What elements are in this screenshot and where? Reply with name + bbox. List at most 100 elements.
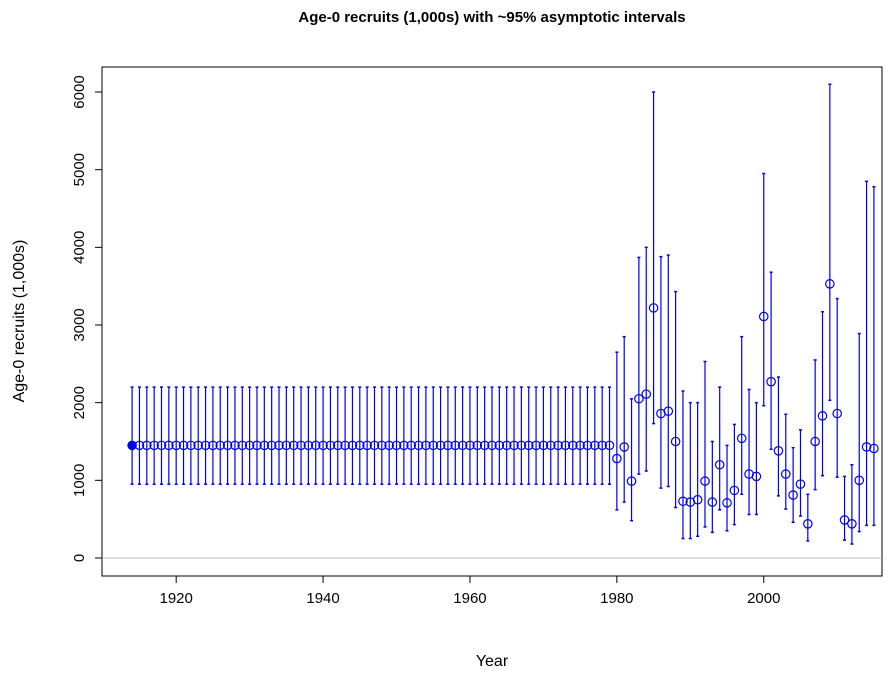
point	[487, 440, 497, 451]
point	[156, 440, 167, 451]
point	[354, 440, 365, 451]
x-tick-label: 1920	[159, 590, 192, 607]
point	[810, 436, 820, 447]
point	[164, 440, 174, 451]
point	[509, 440, 519, 451]
y-tick-label: 2000	[71, 386, 88, 419]
point	[736, 433, 747, 444]
point	[634, 393, 644, 404]
point	[700, 476, 710, 486]
point	[780, 469, 791, 479]
point	[707, 497, 718, 507]
point	[450, 440, 461, 451]
point	[362, 440, 372, 451]
point	[501, 440, 512, 451]
point	[714, 459, 725, 470]
point	[692, 494, 703, 505]
x-tick-label: 2000	[747, 590, 780, 607]
point	[435, 440, 446, 451]
point	[758, 311, 769, 322]
point	[134, 440, 145, 451]
y-tick-label: 5000	[71, 153, 88, 186]
point	[127, 440, 137, 451]
y-tick-label: 3000	[71, 308, 88, 341]
x-axis-label: Year	[476, 653, 509, 670]
point	[406, 440, 417, 451]
y-tick-label: 0	[71, 554, 88, 562]
point	[648, 303, 659, 313]
point	[641, 389, 652, 399]
point	[869, 443, 879, 454]
point	[259, 440, 270, 451]
point	[773, 446, 784, 456]
point	[465, 440, 475, 451]
point	[215, 440, 226, 451]
point	[200, 440, 211, 451]
point	[531, 440, 541, 451]
point	[186, 440, 196, 451]
point	[149, 440, 159, 451]
point	[472, 440, 483, 451]
x-tick-label: 1980	[600, 590, 633, 607]
point	[604, 440, 615, 451]
point	[222, 440, 233, 451]
point	[663, 406, 674, 417]
point	[590, 440, 600, 451]
point	[847, 519, 857, 529]
point	[560, 440, 571, 451]
point	[861, 442, 872, 452]
point	[457, 440, 468, 451]
point	[597, 440, 607, 451]
point	[766, 376, 776, 387]
point	[347, 440, 358, 451]
point	[678, 496, 688, 507]
point	[803, 519, 813, 529]
y-axis-label: Age-0 recruits (1,000s)	[11, 240, 28, 403]
point	[839, 515, 850, 525]
point	[729, 485, 740, 496]
point	[332, 440, 343, 451]
y-tick-label: 1000	[71, 464, 88, 497]
point	[751, 471, 762, 482]
point	[244, 440, 255, 451]
point	[252, 440, 262, 451]
point	[612, 453, 622, 464]
point	[795, 479, 806, 490]
point	[303, 440, 314, 451]
point	[854, 475, 865, 486]
y-tick-label: 4000	[71, 231, 88, 264]
y-tick-label: 6000	[71, 75, 88, 108]
point	[377, 440, 387, 451]
point	[266, 440, 277, 451]
point	[171, 440, 181, 451]
point	[523, 440, 534, 451]
point	[825, 279, 835, 289]
point	[237, 440, 248, 451]
point	[545, 440, 556, 451]
point	[538, 440, 549, 451]
point	[722, 498, 732, 508]
point	[318, 440, 328, 451]
point	[193, 440, 204, 451]
point	[788, 490, 798, 500]
point	[274, 440, 284, 451]
point	[443, 440, 453, 451]
point	[369, 440, 380, 451]
point	[516, 440, 527, 451]
point	[553, 440, 563, 451]
point	[582, 440, 593, 451]
point	[494, 440, 505, 451]
x-tick-label: 1960	[453, 590, 486, 607]
point	[670, 436, 681, 447]
point	[567, 440, 578, 451]
point	[575, 440, 585, 451]
point	[178, 440, 189, 451]
x-tick-label: 1940	[306, 590, 339, 607]
point	[421, 440, 431, 451]
point	[325, 440, 336, 451]
chart-title: Age-0 recruits (1,000s) with ~95% asympt…	[298, 9, 685, 26]
point	[391, 440, 402, 451]
point	[296, 440, 306, 451]
point	[142, 440, 152, 451]
